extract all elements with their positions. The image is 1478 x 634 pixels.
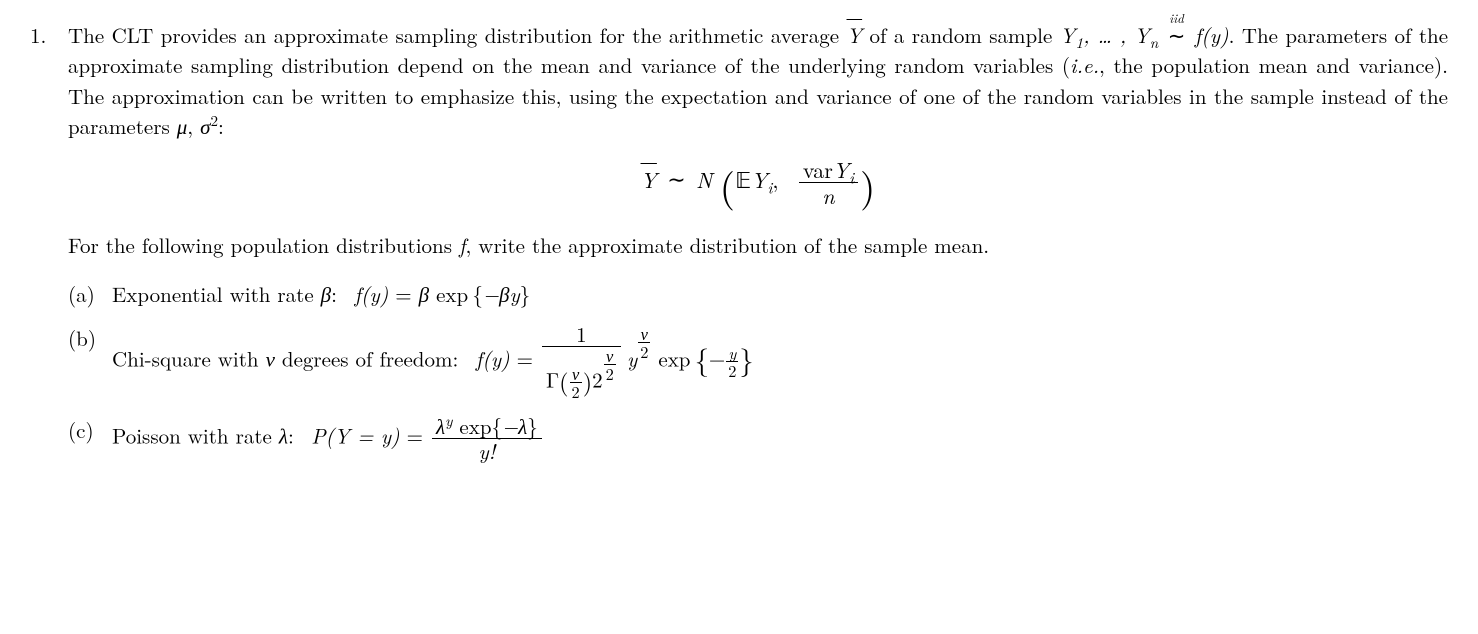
part-c-neglam: −λ — [502, 411, 527, 441]
part-a-rhs-beta: β — [419, 279, 429, 309]
part-c-lambda: λ — [279, 421, 288, 451]
colon: : — [218, 111, 224, 141]
part-b-two: 2 — [592, 365, 603, 395]
part-b-gamma: Γ — [546, 365, 559, 395]
parts-list: (a) Exponential with rate β: f(y) = β ex… — [68, 279, 1448, 464]
disp-Yi-2: Yi — [833, 154, 854, 185]
part-c-text-1: Poisson with rate — [112, 421, 279, 451]
part-b: (b) Chi-square with ν degrees of freedom… — [68, 323, 1448, 401]
part-b-y: y — [627, 344, 637, 374]
part-b-exp-2: 2 — [604, 365, 616, 383]
disp-E: 𝔼 — [735, 168, 751, 193]
disp-N: N — [696, 164, 712, 195]
ybar-symbol: Y — [847, 20, 863, 50]
part-a-label: (a) — [68, 279, 100, 309]
part-c-yfact: y! — [432, 439, 542, 463]
instruction-text-2: , write the approximate distribution of … — [465, 230, 989, 260]
part-c: (c) Poisson with rate λ: P(Y = y) = λy e… — [68, 415, 1448, 463]
problem-number: 1. — [30, 20, 54, 478]
intro-text-1: The CLT provides an approximate sampling… — [68, 20, 847, 50]
part-a-fy: f(y) — [354, 279, 388, 309]
part-c-label: (c) — [68, 415, 100, 463]
part-a-arg: −βy — [483, 279, 520, 309]
part-b-eq: = — [510, 344, 540, 374]
part-c-text-2: : — [288, 421, 301, 451]
part-b-text-1: Chi-square with — [112, 344, 266, 374]
iid-superscript: iid — [1169, 9, 1184, 28]
clt-display-equation: Y ∼ N (𝔼Yi, varYi n ) — [68, 158, 1448, 208]
part-a-body: Exponential with rate β: f(y) = β exp {−… — [112, 279, 530, 309]
part-b-nu2d: 2 — [570, 383, 582, 401]
disp-ybar: Y — [641, 164, 657, 195]
part-b-body: Chi-square with ν degrees of freedom: f(… — [112, 323, 754, 401]
part-b-exp: exp — [651, 344, 690, 374]
instruction-text-1: For the following population distributio… — [68, 230, 459, 260]
part-b-yden: 2 — [726, 362, 738, 380]
ie-text: i.e. — [1070, 50, 1099, 80]
part-b-fy: f(y) — [476, 344, 510, 374]
part-b-neg: − — [709, 344, 725, 374]
part-b-nu: ν — [266, 344, 275, 374]
part-a-text-2: : — [331, 279, 344, 309]
part-c-eq: = — [400, 421, 430, 451]
part-a: (a) Exponential with rate β: f(y) = β ex… — [68, 279, 1448, 309]
intro-text-2: of a random sample — [862, 20, 1060, 50]
sample-sequence: Y1, … , Yn — [1060, 20, 1159, 50]
problem-1: 1. The CLT provides an approximate sampl… — [30, 20, 1448, 478]
part-a-beta: β — [321, 279, 331, 309]
part-b-text-2: degrees of freedom: — [275, 344, 465, 374]
part-c-lam: λ — [436, 411, 445, 441]
sigma-sq-symbol: σ — [200, 111, 210, 141]
mu-symbol: μ — [177, 111, 188, 141]
part-a-eq: = — [388, 279, 418, 309]
part-b-yexp-2: 2 — [638, 343, 650, 361]
part-a-text-1: Exponential with rate — [112, 279, 321, 309]
part-c-PYy: P(Y = y) — [311, 421, 399, 451]
problem-body: The CLT provides an approximate sampling… — [68, 20, 1448, 478]
f-of-y: f(y) — [1195, 20, 1229, 50]
part-a-exp: exp — [429, 279, 468, 309]
disp-Yi-1: Yi — [751, 164, 772, 195]
part-b-label: (b) — [68, 323, 100, 401]
part-c-body: Poisson with rate λ: P(Y = y) = λy exp{−… — [112, 415, 544, 463]
